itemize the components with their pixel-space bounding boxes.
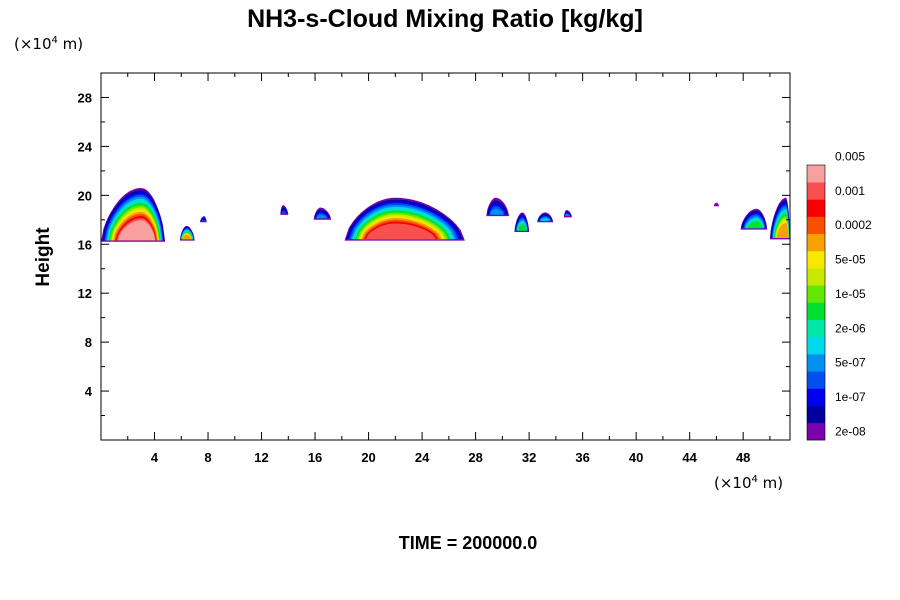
x-tick-label: 40 <box>629 450 643 465</box>
x-unit-label: (×104 m) <box>714 474 783 492</box>
colorbar-label: 2e-06 <box>835 321 866 335</box>
cloud-13 <box>769 197 790 240</box>
cloud-band <box>713 202 720 207</box>
cloud-band <box>316 214 327 219</box>
colorbar-swatch <box>807 199 825 217</box>
colorbar-label: 5e-07 <box>835 356 866 370</box>
cloud-5 <box>313 207 332 220</box>
colorbar-label: 0.001 <box>835 184 865 198</box>
cloud-band <box>776 222 789 238</box>
y-tick-label: 24 <box>78 139 93 154</box>
cloud-band <box>565 214 570 216</box>
cloud-band <box>747 221 763 229</box>
cloud-8 <box>514 212 530 232</box>
cloud-12 <box>740 208 768 230</box>
cloud-band <box>182 234 192 240</box>
y-unit-prefix: (×10 <box>14 35 52 53</box>
x-tick-label: 4 <box>151 450 159 465</box>
y-tick-label: 20 <box>78 188 92 203</box>
x-tick-label: 16 <box>308 450 322 465</box>
cloud-7 <box>486 197 509 217</box>
svg-text:(×104 m): (×104 m) <box>714 474 783 492</box>
y-unit-label: (×104 m) <box>14 35 83 53</box>
y-unit-exponent: 4 <box>52 35 58 46</box>
colorbar-label: 1e-05 <box>835 287 866 301</box>
colorbar-swatch <box>807 422 825 441</box>
colorbar-label: 2e-08 <box>835 424 866 438</box>
cloud-band <box>117 220 156 241</box>
x-tick-label: 32 <box>522 450 536 465</box>
colorbar-swatch <box>807 233 825 252</box>
colorbar-swatch <box>807 388 825 406</box>
x-tick-label: 20 <box>361 450 375 465</box>
colorbar-swatch <box>807 319 825 338</box>
cloud-3 <box>200 216 207 223</box>
colorbar-swatch <box>807 336 825 355</box>
chart-title: NH3-s-Cloud Mixing Ratio [kg/kg] <box>247 5 643 33</box>
colorbar-swatch <box>807 371 825 389</box>
y-tick-label: 12 <box>78 286 92 301</box>
x-unit-exponent: 4 <box>752 474 758 485</box>
colorbar-swatch <box>807 268 825 286</box>
colorbar-label: 0.0002 <box>835 218 872 232</box>
svg-text:(×104 m): (×104 m) <box>14 35 83 53</box>
colorbar-swatch <box>807 165 825 183</box>
x-tick-label: 36 <box>575 450 589 465</box>
cloud-band <box>281 211 287 214</box>
colorbar-swatch <box>807 182 825 200</box>
cloud-band <box>201 219 206 221</box>
cloud-2 <box>179 225 195 241</box>
colorbar-label: 1e-07 <box>835 390 866 404</box>
y-tick-label: 16 <box>78 237 92 252</box>
plot-frame <box>100 72 791 441</box>
x-tick-label: 8 <box>204 450 211 465</box>
cloud-band <box>365 223 436 240</box>
colorbar-swatch <box>807 405 825 424</box>
y-tick-label: 4 <box>85 384 93 399</box>
x-tick-label: 48 <box>736 450 750 465</box>
cloud-10 <box>563 210 572 218</box>
colorbar-swatch <box>807 302 825 320</box>
colorbar-swatch <box>807 216 825 235</box>
x-unit-prefix: (×10 <box>714 474 752 492</box>
cloud-band <box>517 224 527 231</box>
x-tick-label: 24 <box>415 450 430 465</box>
colorbar-swatch <box>807 250 825 269</box>
x-tick-label: 28 <box>468 450 482 465</box>
colorbar-swatch <box>807 285 825 303</box>
colorbar-label: 0.005 <box>835 149 865 163</box>
x-tick-label: 12 <box>254 450 268 465</box>
cloud-4 <box>280 205 289 215</box>
colorbar-frame <box>806 164 826 441</box>
y-unit-suffix: m) <box>58 35 83 53</box>
colorbar: 2e-08 1e-07 5e-07 2e-06 1e-05 5e-05 0.0002 0.00… <box>806 149 872 441</box>
contour-plot <box>101 188 790 242</box>
cloud-11 <box>713 202 720 207</box>
cloud-band <box>490 208 504 215</box>
y-axis-label: Height <box>33 227 54 287</box>
cloud-9 <box>537 212 554 223</box>
cloud-band <box>540 218 550 221</box>
x-tick-label: 44 <box>682 450 697 465</box>
cloud-1 <box>101 188 166 242</box>
y-tick-label: 8 <box>85 335 92 350</box>
x-unit-suffix: m) <box>758 474 783 492</box>
y-tick-label: 28 <box>78 90 92 105</box>
colorbar-label: 5e-05 <box>835 253 866 267</box>
colorbar-swatch <box>807 354 825 372</box>
time-label: TIME = 200000.0 <box>399 533 538 553</box>
cloud-6 <box>344 197 465 241</box>
